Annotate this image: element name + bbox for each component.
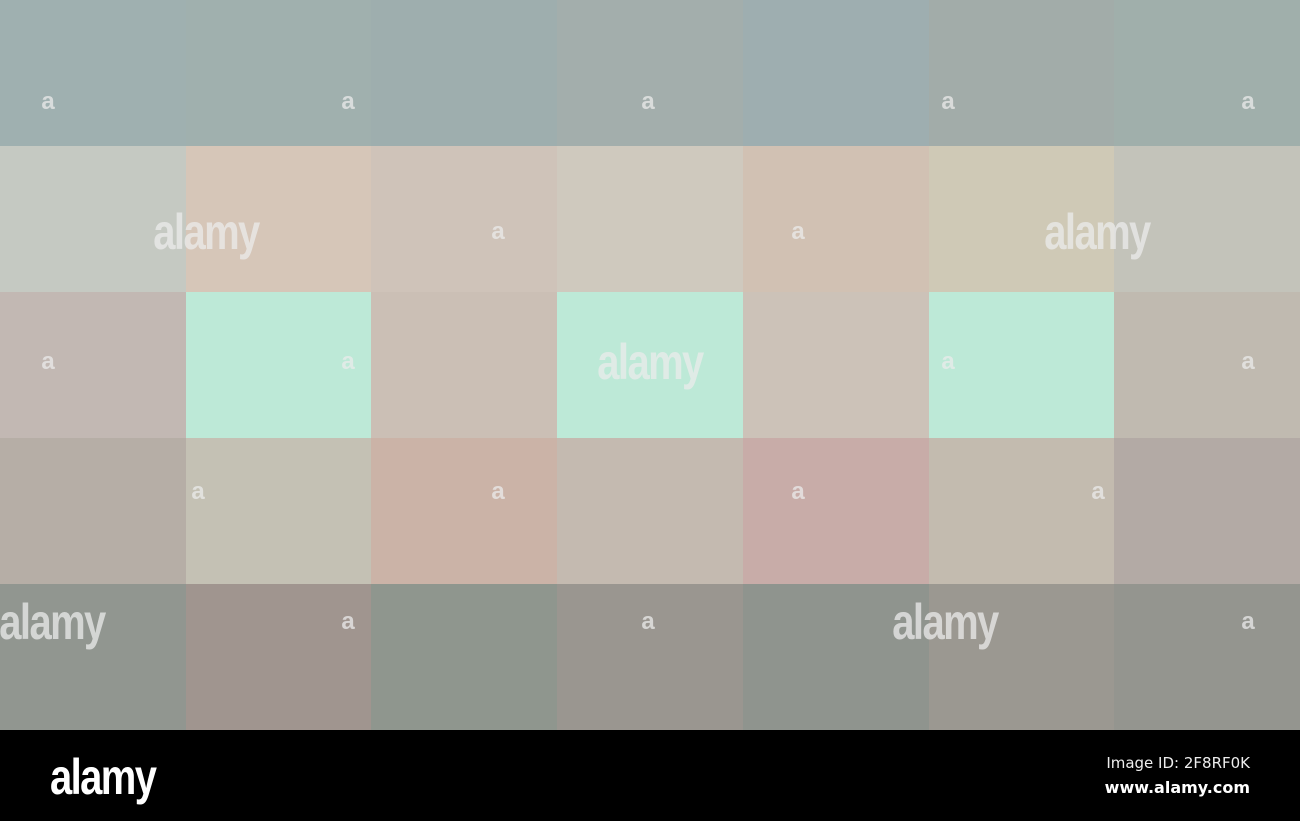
watermark-small: a	[641, 608, 655, 635]
mosaic-tile	[742, 0, 929, 146]
watermark-small: a	[1241, 348, 1255, 375]
watermark-large: alamy	[892, 594, 999, 650]
mosaic-tile	[0, 146, 186, 292]
mosaic-tile	[742, 584, 929, 730]
mosaic-tile	[557, 438, 743, 584]
watermark-small: a	[1091, 478, 1105, 505]
watermark-small: a	[791, 478, 805, 505]
watermark-small: a	[341, 348, 355, 375]
mosaic-tile	[0, 292, 186, 438]
watermark-large: alamy	[153, 204, 260, 260]
watermark-small: a	[1241, 608, 1255, 635]
watermark-small: a	[941, 88, 955, 115]
website-url: www.alamy.com	[1104, 778, 1250, 797]
mosaic-tile	[185, 146, 372, 292]
mosaic-tile	[557, 584, 743, 730]
watermark-small: a	[641, 88, 655, 115]
mosaic-tile	[185, 438, 372, 584]
alamy-logo: alamy	[50, 749, 157, 805]
watermark-small: a	[491, 478, 505, 505]
mosaic-tile	[742, 438, 929, 584]
mosaic-tile	[185, 584, 372, 730]
mosaic-tile	[0, 0, 186, 146]
mosaic-tile	[928, 292, 1115, 438]
watermark-small: a	[1241, 88, 1255, 115]
mosaic-tile	[557, 0, 743, 146]
mosaic-tile	[1114, 0, 1300, 146]
watermark-small: a	[191, 478, 205, 505]
pixel-mosaic	[0, 0, 1300, 730]
watermark-large: alamy	[0, 594, 106, 650]
mosaic-tile	[185, 0, 372, 146]
mosaic-tile	[742, 146, 929, 292]
watermark-small: a	[491, 218, 505, 245]
mosaic-tile	[928, 438, 1115, 584]
watermark-large: alamy	[1044, 204, 1151, 260]
footer-bar: alamy Image ID: 2F8RF0K www.alamy.com	[0, 730, 1300, 821]
mosaic-tile	[0, 584, 186, 730]
watermark-small: a	[791, 218, 805, 245]
watermark-small: a	[941, 348, 955, 375]
watermark-large: alamy	[597, 334, 704, 390]
mosaic-tile	[371, 584, 558, 730]
mosaic-tile	[371, 292, 558, 438]
mosaic-tile	[1114, 584, 1300, 730]
mosaic-tile	[557, 292, 743, 438]
watermark-small: a	[341, 608, 355, 635]
mosaic-tile	[371, 0, 558, 146]
mosaic-tile	[371, 146, 558, 292]
mosaic-tile	[742, 292, 929, 438]
watermark-small: a	[41, 348, 55, 375]
watermark-small: a	[341, 88, 355, 115]
watermark-small: a	[41, 88, 55, 115]
mosaic-tile	[557, 146, 743, 292]
mosaic-tile	[928, 0, 1115, 146]
mosaic-tile	[1114, 292, 1300, 438]
mosaic-tile	[1114, 438, 1300, 584]
mosaic-tile	[0, 438, 186, 584]
mosaic-tile	[928, 584, 1115, 730]
mosaic-tile	[371, 438, 558, 584]
mosaic-tile	[185, 292, 372, 438]
mosaic-tile	[928, 146, 1115, 292]
mosaic-tile	[1114, 146, 1300, 292]
image-id: Image ID: 2F8RF0K	[1106, 754, 1250, 772]
